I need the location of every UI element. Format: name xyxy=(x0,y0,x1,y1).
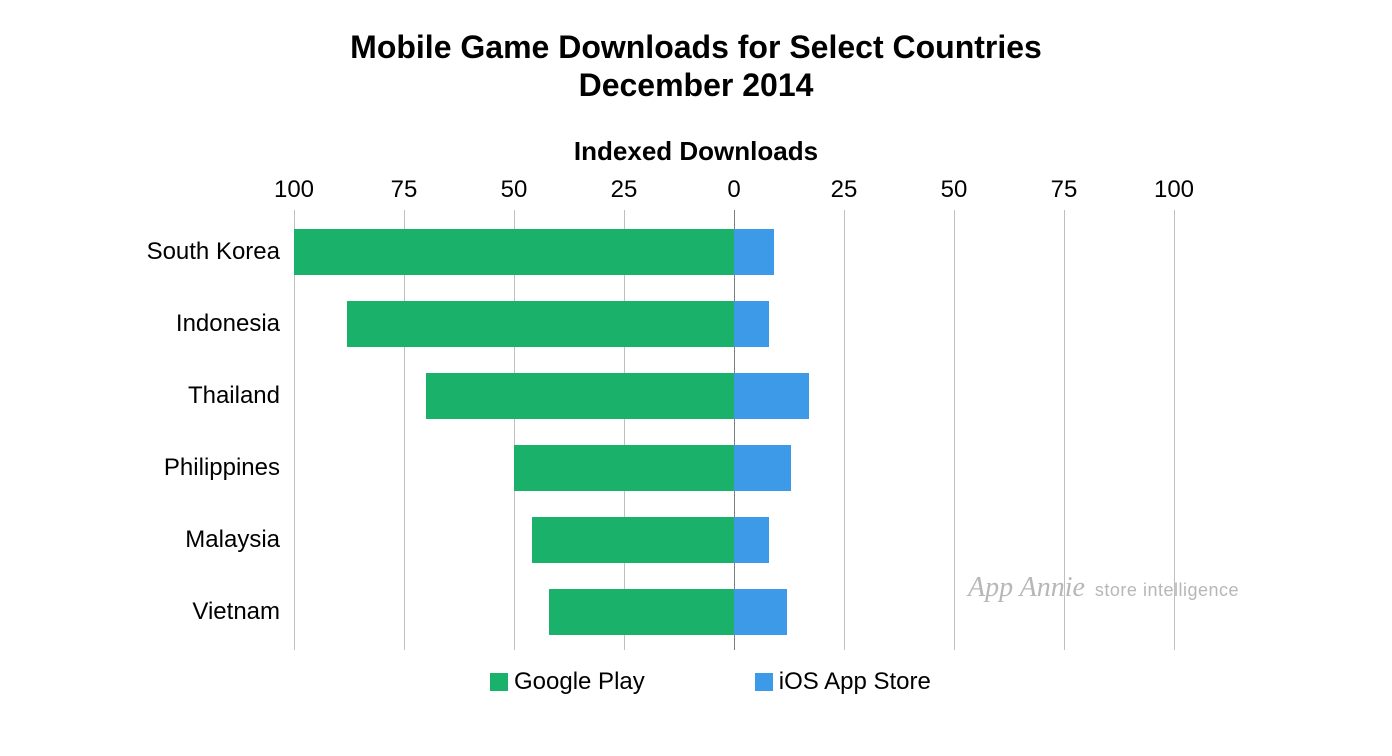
bar-right xyxy=(734,517,769,563)
x-tick-label: 75 xyxy=(1051,176,1078,204)
watermark-tag: store intelligence xyxy=(1095,580,1239,601)
bar-left xyxy=(294,229,734,275)
legend-swatch xyxy=(490,673,508,691)
gridline xyxy=(514,210,515,650)
x-tick-label: 50 xyxy=(501,176,528,204)
bar-right xyxy=(734,301,769,347)
chart-title-line2: December 2014 xyxy=(0,66,1392,104)
category-label: Indonesia xyxy=(176,310,280,338)
legend-label: iOS App Store xyxy=(779,668,931,696)
chart-title-line1: Mobile Game Downloads for Select Countri… xyxy=(0,28,1392,66)
x-tick-label: 25 xyxy=(831,176,858,204)
gridline xyxy=(734,210,735,650)
x-tick-label: 100 xyxy=(274,176,314,204)
x-tick-label: 75 xyxy=(391,176,418,204)
bar-right xyxy=(734,229,774,275)
bar-left xyxy=(532,517,734,563)
gridline xyxy=(844,210,845,650)
watermark-brand: App Annie xyxy=(968,572,1085,604)
bar-right xyxy=(734,589,787,635)
x-tick-label: 0 xyxy=(727,176,740,204)
legend-swatch xyxy=(755,673,773,691)
bar-left xyxy=(514,445,734,491)
category-label: Thailand xyxy=(188,382,280,410)
gridline xyxy=(294,210,295,650)
legend-item: iOS App Store xyxy=(755,668,931,696)
legend: Google Play iOS App Store xyxy=(490,668,931,696)
bar-left xyxy=(549,589,734,635)
legend-label: Google Play xyxy=(514,668,645,696)
category-label: Malaysia xyxy=(185,526,280,554)
bar-right xyxy=(734,373,809,419)
bar-left xyxy=(347,301,734,347)
category-label: Vietnam xyxy=(192,598,280,626)
gridline xyxy=(624,210,625,650)
legend-item: Google Play xyxy=(490,668,645,696)
gridline xyxy=(404,210,405,650)
bar-left xyxy=(426,373,734,419)
chart-container: Mobile Game Downloads for Select Countri… xyxy=(0,0,1392,756)
chart-title: Mobile Game Downloads for Select Countri… xyxy=(0,28,1392,105)
x-tick-label: 100 xyxy=(1154,176,1194,204)
x-tick-label: 25 xyxy=(611,176,638,204)
bar-right xyxy=(734,445,791,491)
chart-subtitle: Indexed Downloads xyxy=(0,136,1392,167)
watermark: App Annie store intelligence xyxy=(968,572,1239,604)
category-label: South Korea xyxy=(147,238,280,266)
gridline xyxy=(954,210,955,650)
category-label: Philippines xyxy=(164,454,280,482)
x-tick-label: 50 xyxy=(941,176,968,204)
